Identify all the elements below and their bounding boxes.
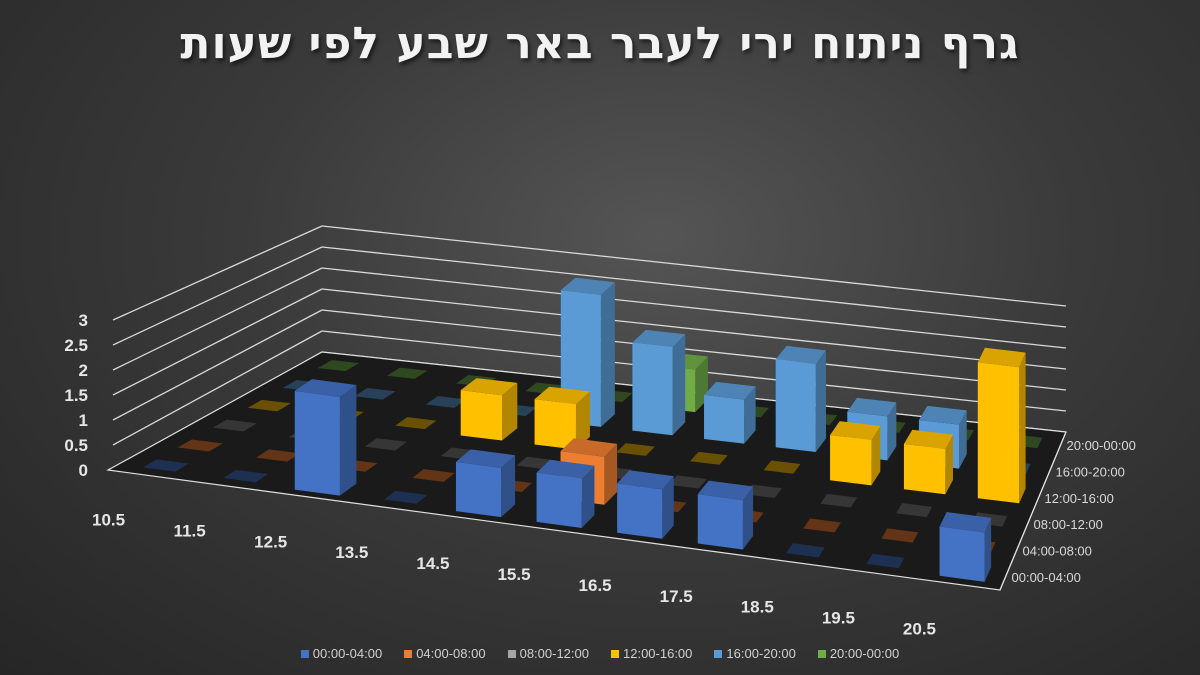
y-tick-label: 2.5 (64, 336, 88, 355)
depth-axis: 00:00-04:00 04:00-08:00 08:00-12:00 12:00-1… (999, 431, 1136, 591)
x-tick-label: 10.5 (92, 510, 125, 529)
y-tick-label: 2 (79, 361, 88, 380)
legend-item: 00:00-04:00 (300, 646, 383, 661)
depth-tick-label: 00:00-04:00 (1012, 570, 1081, 585)
depth-tick-label: 12:00-16:00 (1045, 491, 1114, 506)
legend-swatch-icon (714, 649, 723, 658)
legend-swatch-icon (507, 649, 516, 658)
bar (939, 526, 985, 582)
bar (455, 461, 502, 518)
y-tick-label: 1 (79, 411, 88, 430)
legend-label: 12:00-16:00 (623, 646, 693, 661)
y-tick-label: 0.5 (64, 436, 88, 455)
legend-label: 20:00-00:00 (829, 646, 900, 661)
bar (830, 434, 872, 486)
bar (534, 399, 576, 450)
legend-item: 20:00-00:00 (817, 646, 900, 661)
depth-tick-label: 16:00-20:00 (1056, 465, 1125, 480)
bar (704, 394, 745, 444)
back-wall-gridlines: 0 0.5 1 1.5 2 2.5 3 (64, 225, 1067, 480)
bar (617, 483, 663, 539)
bar (294, 390, 340, 496)
legend-swatch-icon (300, 649, 309, 658)
legend-swatch-icon (404, 649, 413, 658)
bars (294, 277, 1026, 582)
depth-tick-label: 08:00-12:00 (1034, 517, 1103, 532)
x-tick-label: 17.5 (660, 587, 693, 606)
legend-label: 04:00-08:00 (416, 646, 486, 661)
x-tick-label: 12.5 (254, 532, 287, 551)
legend-label: 00:00-04:00 (312, 646, 383, 661)
legend-swatch-icon (817, 649, 826, 658)
legend-swatch-icon (611, 649, 619, 658)
bar (977, 362, 1020, 504)
x-tick-label: 18.5 (741, 598, 774, 617)
legend-item: 04:00-08:00 (404, 646, 486, 661)
legend-item: 16:00-20:00 (714, 646, 796, 661)
x-tick-label: 16.5 (579, 576, 612, 595)
bar (903, 443, 946, 495)
bar (536, 472, 582, 528)
y-tick-label: 0 (79, 461, 88, 480)
x-tick-label: 13.5 (335, 543, 368, 562)
x-tick-label: 14.5 (416, 554, 449, 573)
chart-title: גרף ניתוח ירי לעבר באר שבע לפי שעות (180, 18, 1020, 69)
bar (460, 390, 503, 441)
legend-label: 16:00-20:00 (726, 646, 796, 661)
legend-item: 12:00-16:00 (611, 646, 692, 661)
legend-label: 08:00-12:00 (519, 646, 589, 661)
legend-item: 08:00-12:00 (507, 646, 589, 661)
x-tick-label: 19.5 (822, 609, 855, 628)
y-tick-label: 3 (79, 311, 88, 330)
bar (775, 359, 816, 452)
bar (632, 342, 673, 436)
x-axis-labels: 10.5 11.5 12.5 13.5 14.5 15.5 16.5 17.5 18.5 19.5… (92, 510, 936, 638)
chart-legend: 00:00-04:00 04:00-08:00 08:00-12:00 12:00-1… (0, 646, 1200, 661)
depth-tick-label: 04:00-08:00 (1023, 544, 1092, 559)
x-tick-label: 20.5 (903, 620, 936, 639)
x-tick-label: 11.5 (174, 521, 206, 540)
depth-tick-label: 20:00-00:00 (1067, 438, 1136, 453)
y-tick-label: 1.5 (64, 386, 88, 405)
bar (697, 494, 743, 550)
x-tick-label: 15.5 (497, 565, 530, 584)
